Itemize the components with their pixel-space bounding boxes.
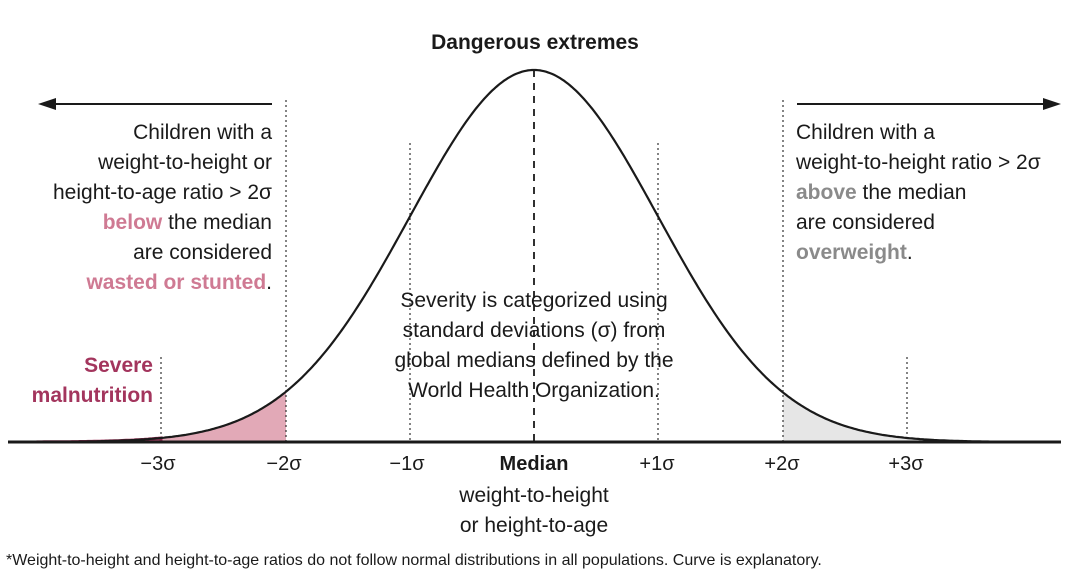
bell-curve [38, 68, 1030, 443]
right-line-2: weight-to-height ratio > 2σ [796, 151, 1041, 174]
center-line-2: standard deviations (σ) from [402, 319, 666, 342]
above-emphasis: above [796, 181, 857, 204]
right-line-5: overweight. [796, 241, 913, 264]
median-subtitle: weight-to-height or height-to-age [459, 484, 609, 537]
tick-minus-1: −1σ [389, 453, 425, 475]
right-annotation: Children with a weight-to-height ratio >… [796, 118, 1081, 268]
diagram-title: Dangerous extremes [431, 31, 639, 54]
left-line-4: below the median [102, 211, 272, 234]
wasted-emphasis: wasted or stunted [86, 271, 267, 294]
left-line-1: Children with a [133, 121, 272, 144]
tick-median: Median [499, 453, 569, 475]
right-line-3: above the median [796, 181, 967, 204]
center-line-1: Severity is categorized using [400, 289, 668, 312]
overweight-emphasis: overweight [796, 241, 907, 264]
left-line-2: weight-to-height or [98, 151, 272, 174]
left-line-6: wasted or stunted. [86, 271, 272, 294]
right-line-4: are considered [796, 211, 935, 234]
center-line-3: global medians defined by the [394, 349, 674, 372]
left-annotation: Children with a weight-to-height or heig… [20, 118, 272, 298]
center-line-4: World Health Organization. [408, 379, 660, 402]
tick-plus-2: +2σ [764, 453, 800, 475]
center-annotation: Severity is categorized using standard d… [349, 286, 719, 406]
wasted-region-fill [161, 391, 286, 442]
left-line-5: are considered [133, 241, 272, 264]
left-arrow-icon [38, 98, 272, 110]
below-emphasis: below [102, 211, 163, 234]
tick-minus-3: −3σ [140, 453, 176, 475]
tick-plus-1: +1σ [639, 453, 675, 475]
overweight-region-fill [783, 392, 1030, 442]
sigma-guide-lines [160, 100, 908, 442]
left-line-3: height-to-age ratio > 2σ [52, 181, 272, 204]
tick-minus-2: −2σ [266, 453, 302, 475]
footnote: *Weight-to-height and height-to-age rati… [6, 552, 822, 569]
right-arrow-icon [797, 98, 1061, 110]
right-line-1: Children with a [796, 121, 935, 144]
tick-plus-3: +3σ [888, 453, 924, 475]
severe-malnutrition-label: Severe malnutrition [31, 354, 153, 407]
